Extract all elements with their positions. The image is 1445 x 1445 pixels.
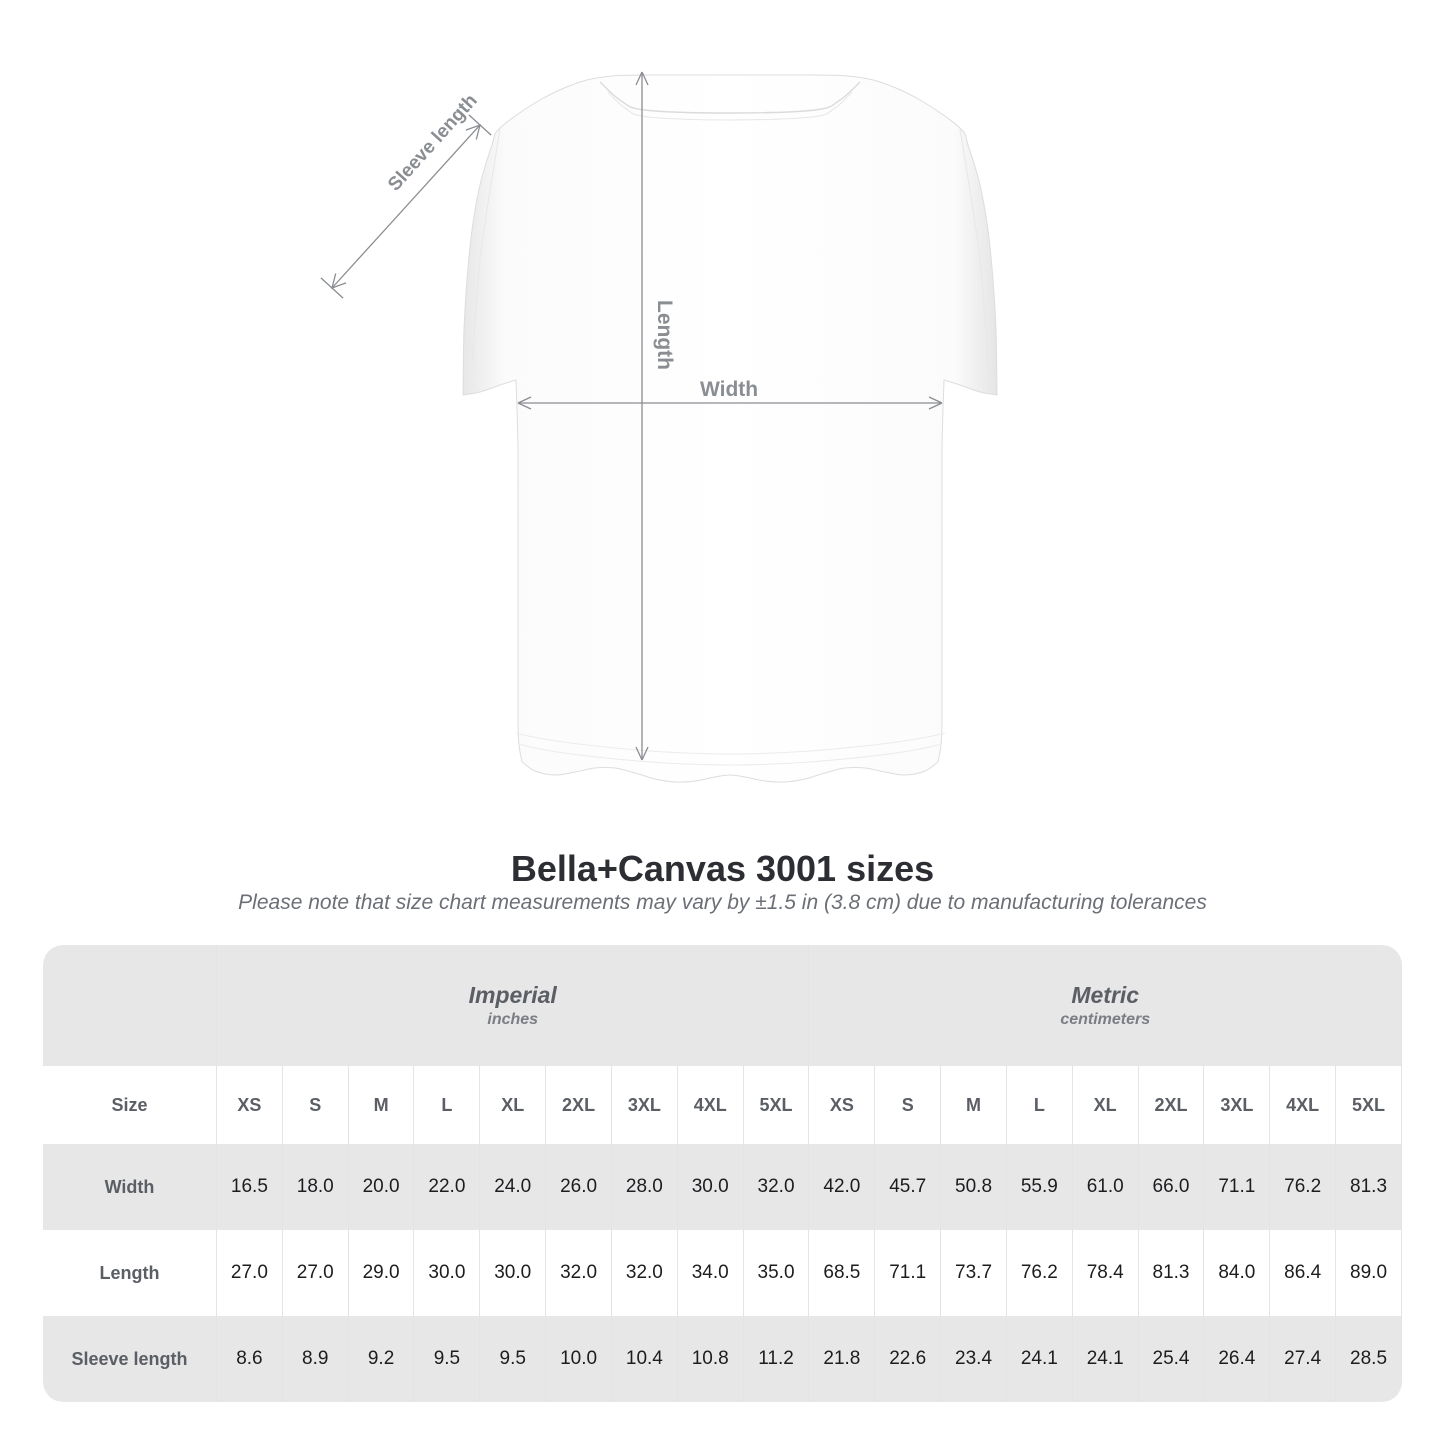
svg-text:Width: Width [700,378,758,401]
svg-text:Sleeve length: Sleeve length [384,90,482,195]
svg-text:Length: Length [653,300,676,370]
